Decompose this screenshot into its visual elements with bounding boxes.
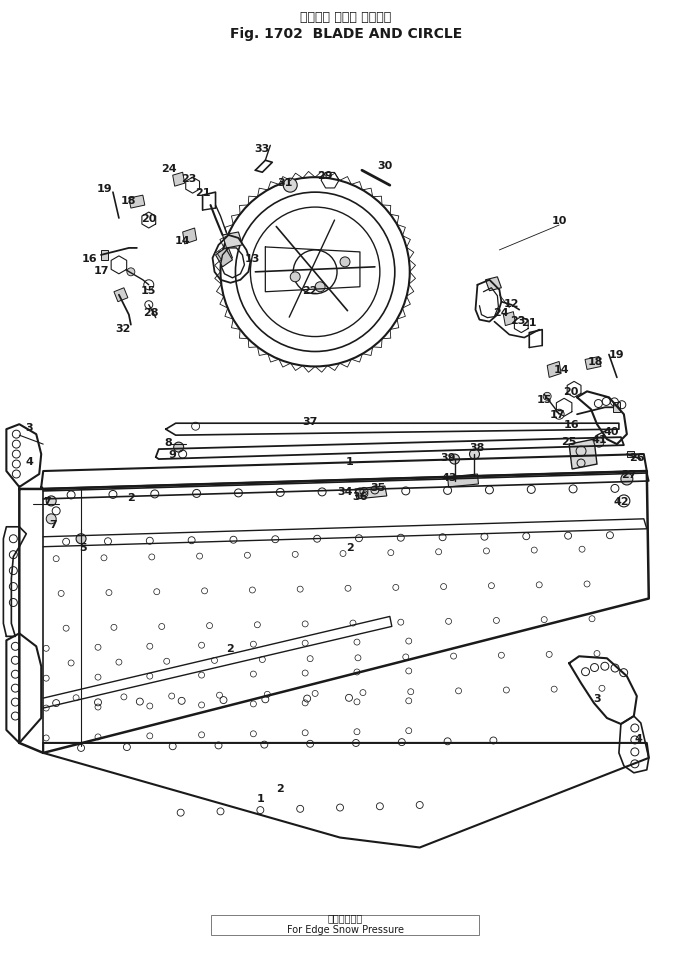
Text: 40: 40: [603, 427, 619, 436]
Polygon shape: [218, 249, 232, 263]
Circle shape: [594, 437, 604, 448]
Polygon shape: [485, 277, 501, 292]
Text: 13: 13: [245, 253, 260, 264]
Text: 9: 9: [169, 450, 177, 459]
Text: 34: 34: [337, 486, 353, 497]
Text: 24: 24: [161, 164, 177, 174]
Text: 3: 3: [593, 694, 601, 703]
Text: 16: 16: [563, 419, 579, 430]
Text: 22: 22: [302, 286, 318, 295]
Circle shape: [621, 474, 633, 485]
Text: 43: 43: [442, 473, 457, 482]
Text: 16: 16: [81, 253, 97, 264]
Polygon shape: [613, 403, 620, 413]
Polygon shape: [355, 486, 387, 499]
Circle shape: [290, 273, 300, 282]
Text: 7: 7: [44, 497, 51, 506]
Text: 1: 1: [256, 793, 264, 802]
Text: 2: 2: [346, 542, 354, 552]
Text: 39: 39: [440, 453, 455, 462]
Polygon shape: [448, 475, 478, 487]
Text: 5: 5: [79, 542, 87, 552]
Text: 2: 2: [127, 493, 134, 502]
Text: 18: 18: [587, 357, 603, 367]
Text: 2: 2: [227, 643, 234, 654]
Text: 24: 24: [493, 307, 509, 317]
Text: 10: 10: [552, 215, 567, 226]
Text: 21: 21: [195, 188, 211, 198]
Text: 35: 35: [370, 482, 385, 493]
Text: 18: 18: [121, 196, 137, 206]
Text: 14: 14: [175, 235, 191, 246]
Text: 38: 38: [470, 442, 485, 453]
Polygon shape: [173, 173, 184, 187]
Polygon shape: [222, 233, 243, 249]
Circle shape: [174, 443, 184, 453]
Text: 7: 7: [49, 519, 57, 529]
Circle shape: [76, 535, 86, 544]
Polygon shape: [503, 313, 516, 326]
Text: Fig. 1702  BLADE AND CIRCLE: Fig. 1702 BLADE AND CIRCLE: [230, 27, 462, 41]
Polygon shape: [114, 289, 128, 302]
Text: 27: 27: [621, 470, 637, 479]
Text: For Edge Snow Pressure: For Edge Snow Pressure: [286, 924, 403, 934]
Text: 36: 36: [352, 492, 368, 501]
Text: 20: 20: [141, 213, 157, 224]
Text: 15: 15: [536, 395, 552, 405]
Text: 8: 8: [165, 437, 173, 448]
Text: 26: 26: [629, 453, 644, 462]
Text: 15: 15: [141, 286, 157, 295]
Circle shape: [315, 282, 325, 293]
Polygon shape: [585, 357, 601, 370]
Text: 29: 29: [317, 171, 333, 181]
Text: 21: 21: [522, 317, 537, 327]
Text: ブレード および サークル: ブレード および サークル: [300, 11, 392, 25]
Circle shape: [340, 257, 350, 268]
Text: 12: 12: [504, 298, 519, 309]
Text: 19: 19: [97, 184, 113, 194]
Text: 28: 28: [143, 307, 159, 317]
Polygon shape: [547, 362, 561, 378]
Polygon shape: [569, 439, 597, 470]
Text: 17: 17: [550, 410, 565, 420]
Text: 31: 31: [278, 178, 293, 188]
Text: 2: 2: [277, 783, 284, 793]
Circle shape: [283, 179, 297, 193]
Text: 32: 32: [115, 323, 130, 334]
Circle shape: [46, 515, 56, 524]
Text: 30: 30: [377, 161, 392, 172]
Text: 25: 25: [561, 436, 577, 447]
Text: 23: 23: [181, 174, 196, 184]
Text: 1: 1: [346, 456, 354, 467]
Circle shape: [450, 455, 459, 464]
Text: 37: 37: [302, 416, 318, 427]
Polygon shape: [183, 229, 197, 245]
Text: 23: 23: [509, 315, 525, 325]
Circle shape: [543, 393, 551, 401]
Polygon shape: [216, 249, 232, 268]
Text: 17: 17: [94, 266, 109, 275]
Text: 20: 20: [563, 387, 579, 396]
Circle shape: [127, 269, 135, 276]
Text: 14: 14: [553, 365, 569, 375]
Polygon shape: [129, 196, 145, 209]
Text: 33: 33: [255, 144, 270, 154]
Text: 4: 4: [26, 456, 33, 467]
Circle shape: [46, 497, 56, 506]
Text: 19: 19: [609, 350, 624, 360]
Circle shape: [469, 450, 480, 459]
Polygon shape: [627, 452, 634, 457]
Polygon shape: [101, 251, 108, 260]
Text: 42: 42: [613, 497, 629, 506]
Text: 41: 41: [591, 435, 607, 445]
Text: 4: 4: [635, 733, 643, 743]
Text: 3: 3: [26, 423, 33, 433]
Text: エッジ圧雪用: エッジ圧雪用: [327, 912, 362, 923]
